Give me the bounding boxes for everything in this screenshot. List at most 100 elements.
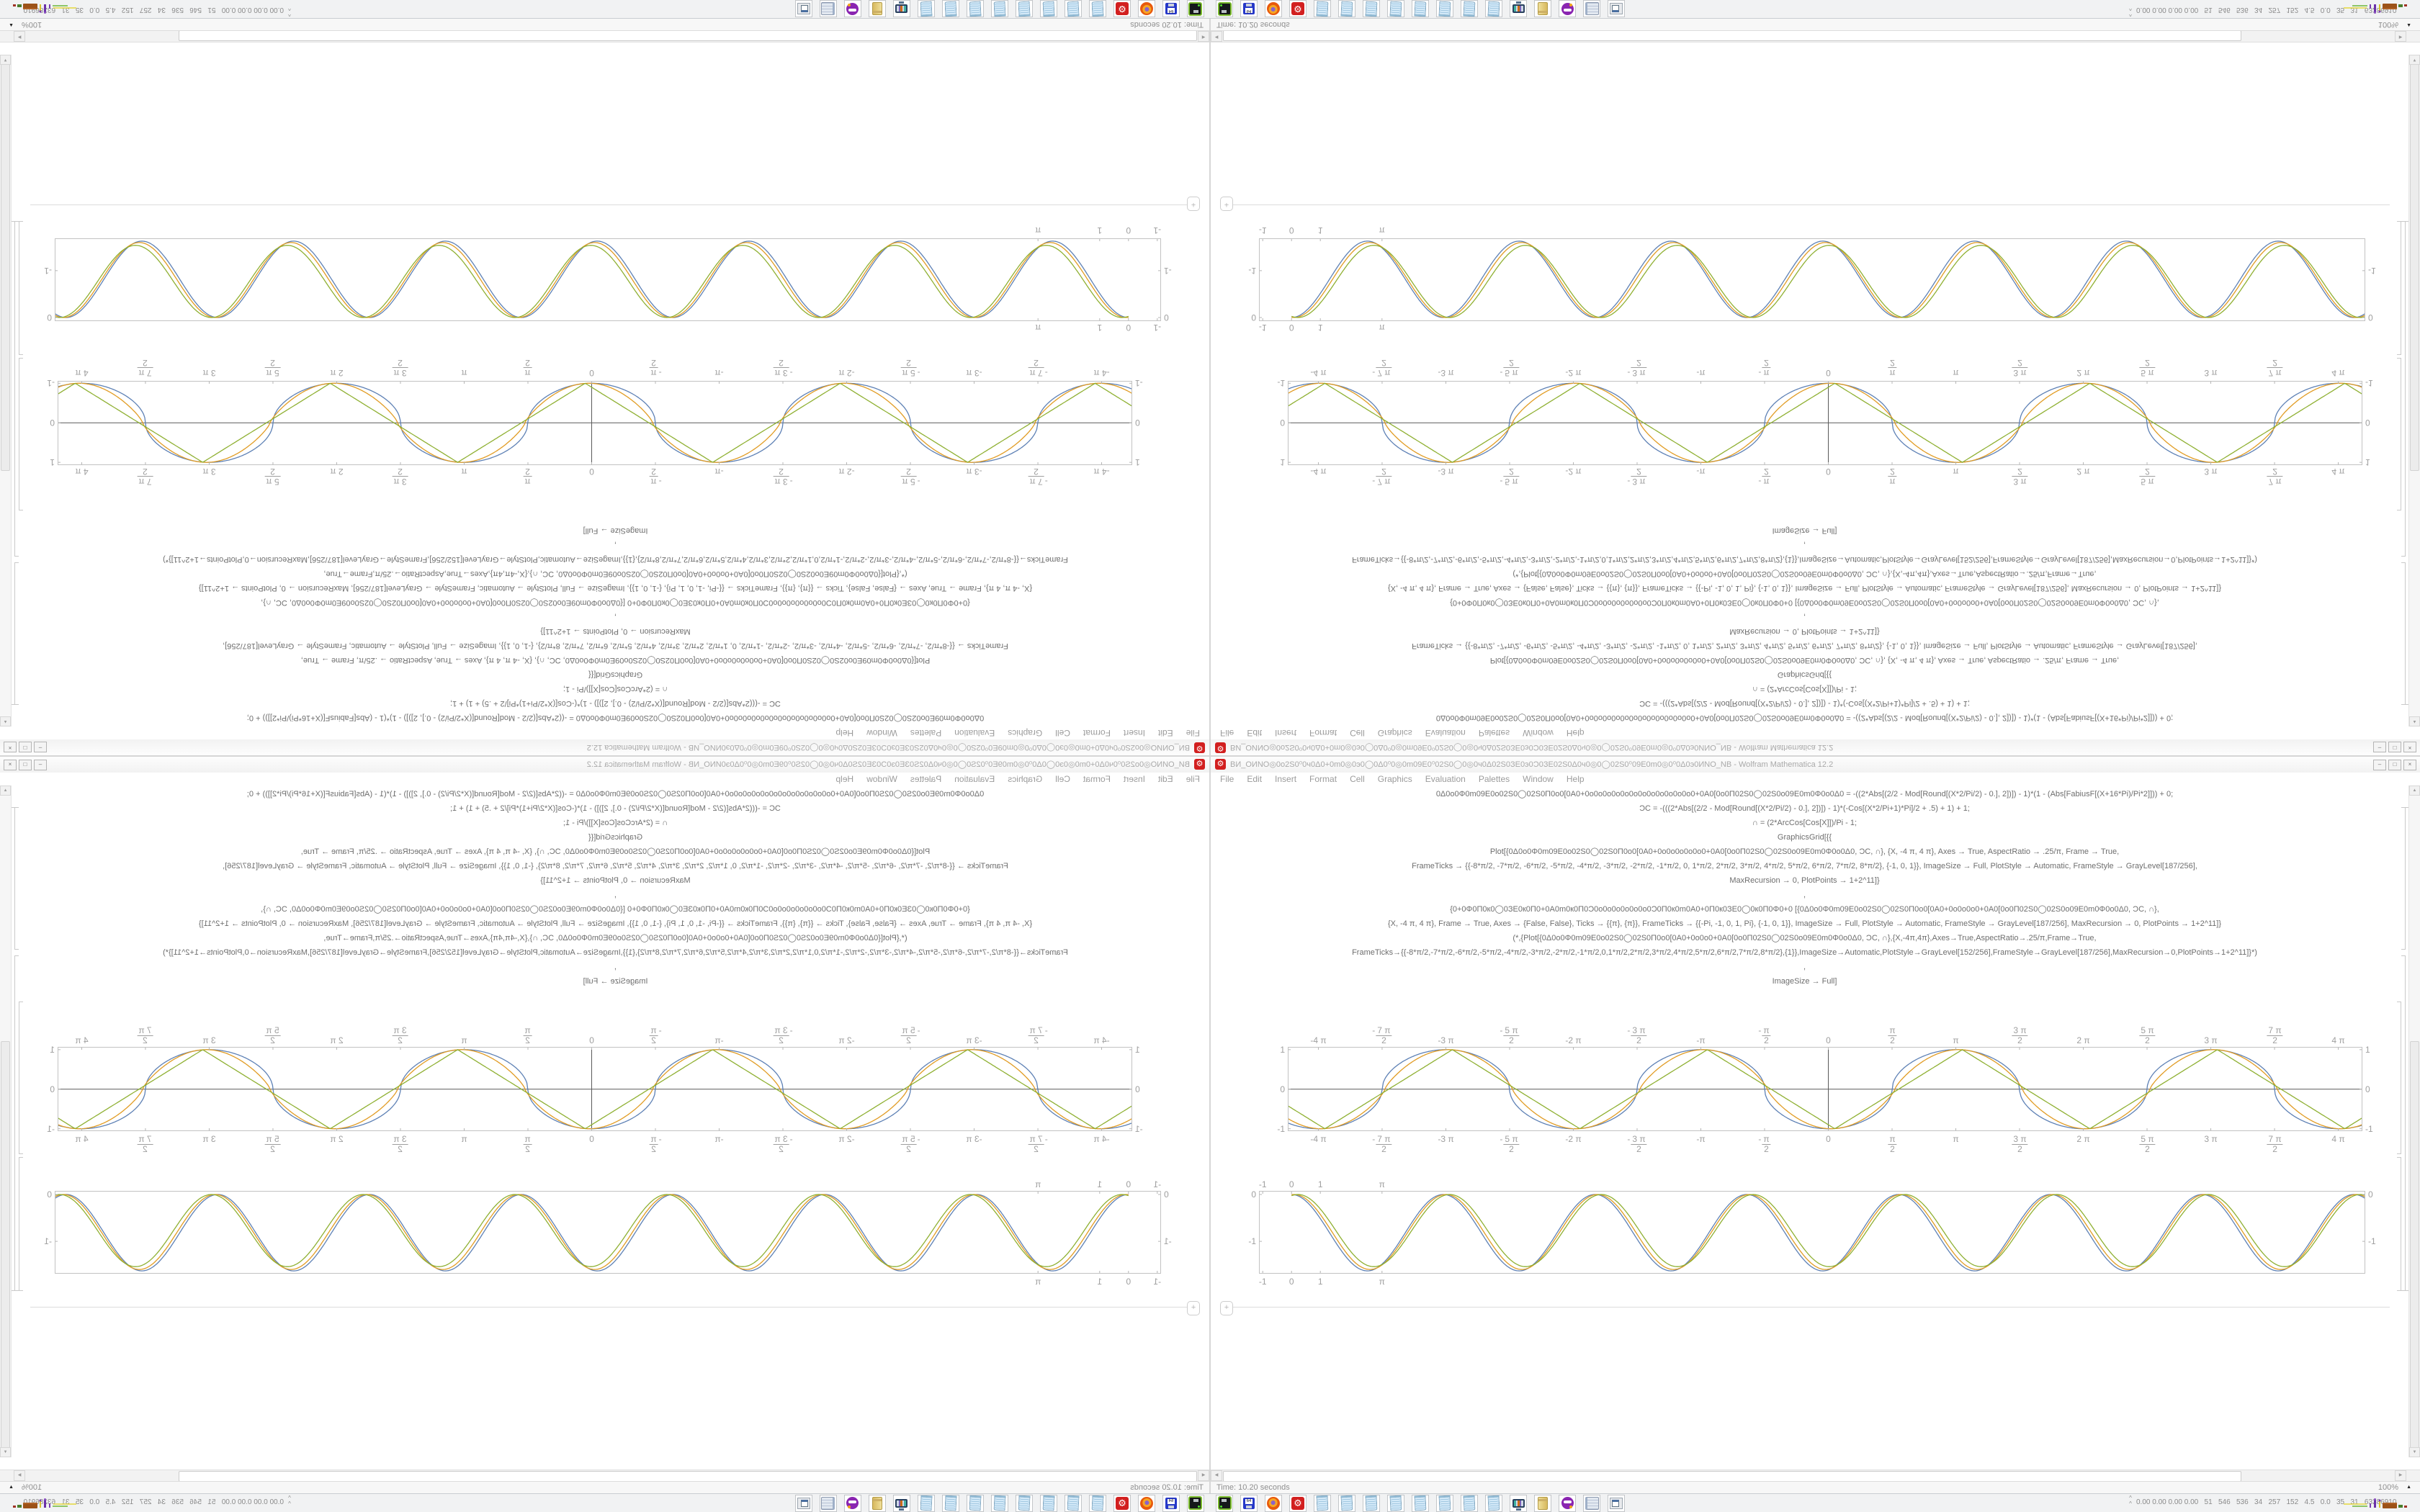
notepad-icon[interactable]	[991, 0, 1008, 18]
floppy-64-icon[interactable]: 64	[1162, 1494, 1180, 1512]
notepad-icon[interactable]	[1016, 1494, 1033, 1512]
code-cell[interactable]: 0Δ0o0Φ0m09E0o02S0◯02S0Π0o0[0A0+0o0o0o0o0…	[1218, 787, 2391, 989]
menu-format[interactable]: Format	[1083, 774, 1111, 784]
plot1-cell-bracket[interactable]	[2397, 358, 2401, 510]
memory-card-icon[interactable]	[1216, 1494, 1233, 1512]
menu-cell[interactable]: Cell	[1350, 728, 1365, 738]
horizontal-scrollbar[interactable]: ◀ ▶	[1211, 1470, 2420, 1482]
code-line[interactable]: {0+0Φ0Π0к0◯0ЗE0к0Π0+0A0m0к0Π0Ͻ0o0o0o0o0o…	[261, 598, 970, 607]
code-line[interactable]: ∩ = (2*ArcCos[Cos[X]])/Pi - 1;	[563, 819, 668, 827]
menu-insert[interactable]: Insert	[1123, 774, 1145, 784]
code-cell[interactable]: 0Δ0o0Φ0m09E0o02S0◯02S0Π0o0[0A0+0o0o0o0o0…	[29, 523, 1202, 725]
menu-palettes[interactable]: Palettes	[910, 774, 942, 784]
plot1-cell-bracket[interactable]	[19, 1002, 23, 1154]
magnification-value[interactable]: 100%	[22, 1483, 42, 1492]
notepad-icon[interactable]	[1040, 0, 1057, 18]
code-line[interactable]: ϽC = -(((2*Abs[(2/2 - Mod[Round[(X*2/Pi/…	[1639, 699, 1970, 708]
code-line[interactable]: MaxRecursion → 0, PlotPoints → 1+2^11]}	[540, 876, 691, 885]
notepad-icon[interactable]	[1436, 0, 1453, 18]
code-line[interactable]: FrameTicks → {{-8*π/2, -7*π/2, -6*π/2, -…	[1412, 642, 2197, 650]
menu-palettes[interactable]: Palettes	[1478, 728, 1510, 738]
menu-format[interactable]: Format	[1309, 774, 1337, 784]
menu-evaluation[interactable]: Evaluation	[954, 774, 995, 784]
scroll-up-button[interactable]: ▲	[2409, 716, 2420, 726]
system-monitor-icon[interactable]	[893, 1494, 910, 1512]
code-line[interactable]: GraphicsGrid[{{	[1777, 670, 1832, 679]
menu-edit[interactable]: Edit	[1247, 774, 1263, 784]
scroll-left-button[interactable]: ◀	[1211, 31, 1222, 42]
notepad-icon[interactable]	[1363, 0, 1380, 18]
magnification-caret-icon[interactable]: ▲	[2406, 22, 2411, 27]
notepad-icon[interactable]	[991, 1494, 1008, 1512]
code-line[interactable]: {0+0Φ0Π0к0◯0ЗE0к0Π0+0A0m0к0Π0Ͻ0o0o0o0o0o…	[1450, 598, 2159, 607]
horizontal-scrollbar[interactable]: ◀ ▶	[0, 1470, 1209, 1482]
close-button[interactable]: ×	[4, 760, 17, 770]
plot2-cell-bracket[interactable]	[2397, 1157, 2401, 1291]
notepad-icon[interactable]	[1089, 1494, 1106, 1512]
code-line[interactable]: {0+0Φ0Π0к0◯0ЗE0к0Π0+0A0m0к0Π0Ͻ0o0o0o0o0o…	[261, 905, 970, 914]
folder-icon[interactable]	[1534, 1494, 1551, 1512]
code-cell-bracket[interactable]	[14, 807, 19, 950]
window-frame-icon[interactable]	[795, 0, 812, 18]
code-line[interactable]: MaxRecursion → 0, PlotPoints → 1+2^11]}	[540, 627, 691, 636]
plot2-cell-bracket[interactable]	[19, 221, 23, 355]
notepad-icon[interactable]	[942, 0, 959, 18]
cell-insertion-line[interactable]	[30, 1307, 1187, 1308]
memory-card-icon[interactable]	[1216, 0, 1233, 18]
notepad-icon[interactable]	[967, 0, 984, 18]
vertical-scroll-thumb[interactable]	[2410, 1041, 2419, 1457]
vertical-scrollbar[interactable]: ▲ ▼	[2408, 55, 2420, 726]
purple-goggles-icon[interactable]	[844, 0, 861, 18]
horizontal-scroll-thumb[interactable]	[1223, 1471, 2241, 1482]
menu-evaluation[interactable]: Evaluation	[954, 728, 995, 738]
vertical-scroll-thumb[interactable]	[1, 1041, 10, 1457]
window-frame-icon[interactable]	[795, 1494, 812, 1512]
code-line[interactable]: ImageSize → Full]	[1772, 526, 1837, 535]
insert-cell-button[interactable]: +	[1187, 197, 1200, 211]
code-line[interactable]: ∩ = (2*ArcCos[Cos[X]])/Pi - 1;	[563, 685, 668, 693]
output-group-bracket[interactable]	[2401, 221, 2406, 557]
code-line[interactable]: Plot[{0Δ0o0Φ0m09E0o02S0◯02S0Π0o0[0A0+0o0…	[1489, 656, 2120, 665]
plot1-cell-bracket[interactable]	[2397, 1002, 2401, 1154]
menu-help[interactable]: Help	[1566, 728, 1585, 738]
code-cell[interactable]: 0Δ0o0Φ0m09E0o02S0◯02S0Π0o0[0A0+0o0o0o0o0…	[29, 787, 1202, 989]
title-bar[interactable]: ⚙ ВИ_ОИNО◎0о2S0⁰0ч0Δ0+0m0◎0э0◯0Δ0⁰0◎0m09…	[1211, 739, 2420, 755]
scroll-down-button[interactable]: ▼	[2409, 1447, 2420, 1457]
code-line[interactable]: ,	[614, 541, 617, 549]
code-line[interactable]: ,	[1803, 541, 1806, 549]
notepad-icon[interactable]	[918, 1494, 935, 1512]
purple-goggles-icon[interactable]	[1559, 1494, 1576, 1512]
document-scroll-icon[interactable]	[1583, 1494, 1600, 1512]
code-line[interactable]: Plot[{0Δ0o0Φ0m09E0o02S0◯02S0Π0o0[0A0+0o0…	[300, 656, 931, 665]
horizontal-scrollbar[interactable]: ◀ ▶	[1211, 30, 2420, 42]
notepad-icon[interactable]	[1412, 0, 1429, 18]
kde-settings-icon[interactable]: ⚙	[1113, 0, 1131, 18]
plot1-cell-bracket[interactable]	[19, 358, 23, 510]
vertical-scrollbar[interactable]: ▲ ▼	[2408, 786, 2420, 1457]
menu-cell[interactable]: Cell	[1055, 774, 1070, 784]
system-monitor-icon[interactable]	[1510, 1494, 1527, 1512]
folder-icon[interactable]	[869, 0, 886, 18]
code-line[interactable]: (*,{Plot[{0Δ0o0Φ0m09E0o02S0◯02S0Π0o0[0A0…	[323, 570, 908, 578]
code-line[interactable]: ϽC = -(((2*Abs[(2/2 - Mod[Round[(X*2/Pi/…	[450, 699, 781, 708]
notepad-icon[interactable]	[1040, 1494, 1057, 1512]
notepad-icon[interactable]	[1387, 0, 1404, 18]
magnification-value[interactable]: 100%	[22, 20, 42, 29]
restore-button[interactable]: □	[2388, 742, 2401, 752]
notebook-area[interactable]: 0Δ0o0Φ0m09E0o02S0◯02S0Π0o0[0A0+0o0o0o0o0…	[0, 43, 1209, 726]
scroll-down-button[interactable]: ▼	[2409, 55, 2420, 65]
menu-palettes[interactable]: Palettes	[910, 728, 942, 738]
notebook-area[interactable]: 0Δ0o0Φ0m09E0o02S0◯02S0Π0o0[0A0+0o0o0o0o0…	[1211, 786, 2420, 1469]
code-line[interactable]: FrameTicks → {{-8*π/2, -7*π/2, -6*π/2, -…	[1412, 862, 2197, 870]
code-line[interactable]: (*,{Plot[{0Δ0o0Φ0m09E0o02S0◯02S0Π0o0[0A0…	[1512, 934, 2097, 942]
notepad-icon[interactable]	[1314, 0, 1331, 18]
notepad-icon[interactable]	[1412, 1494, 1429, 1512]
code-line[interactable]: FrameTicks → {{-8*π/2, -7*π/2, -6*π/2, -…	[223, 862, 1008, 870]
output-group-bracket[interactable]	[2401, 955, 2406, 1291]
document-scroll-icon[interactable]	[820, 1494, 837, 1512]
kde-settings-icon[interactable]: ⚙	[1289, 0, 1307, 18]
scroll-right-button[interactable]: ▶	[2395, 31, 2406, 42]
code-line[interactable]: FrameTicks → {{-8*π/2, -7*π/2, -6*π/2, -…	[223, 642, 1008, 650]
window-frame-icon[interactable]	[1608, 0, 1625, 18]
scroll-down-button[interactable]: ▼	[0, 1447, 11, 1457]
